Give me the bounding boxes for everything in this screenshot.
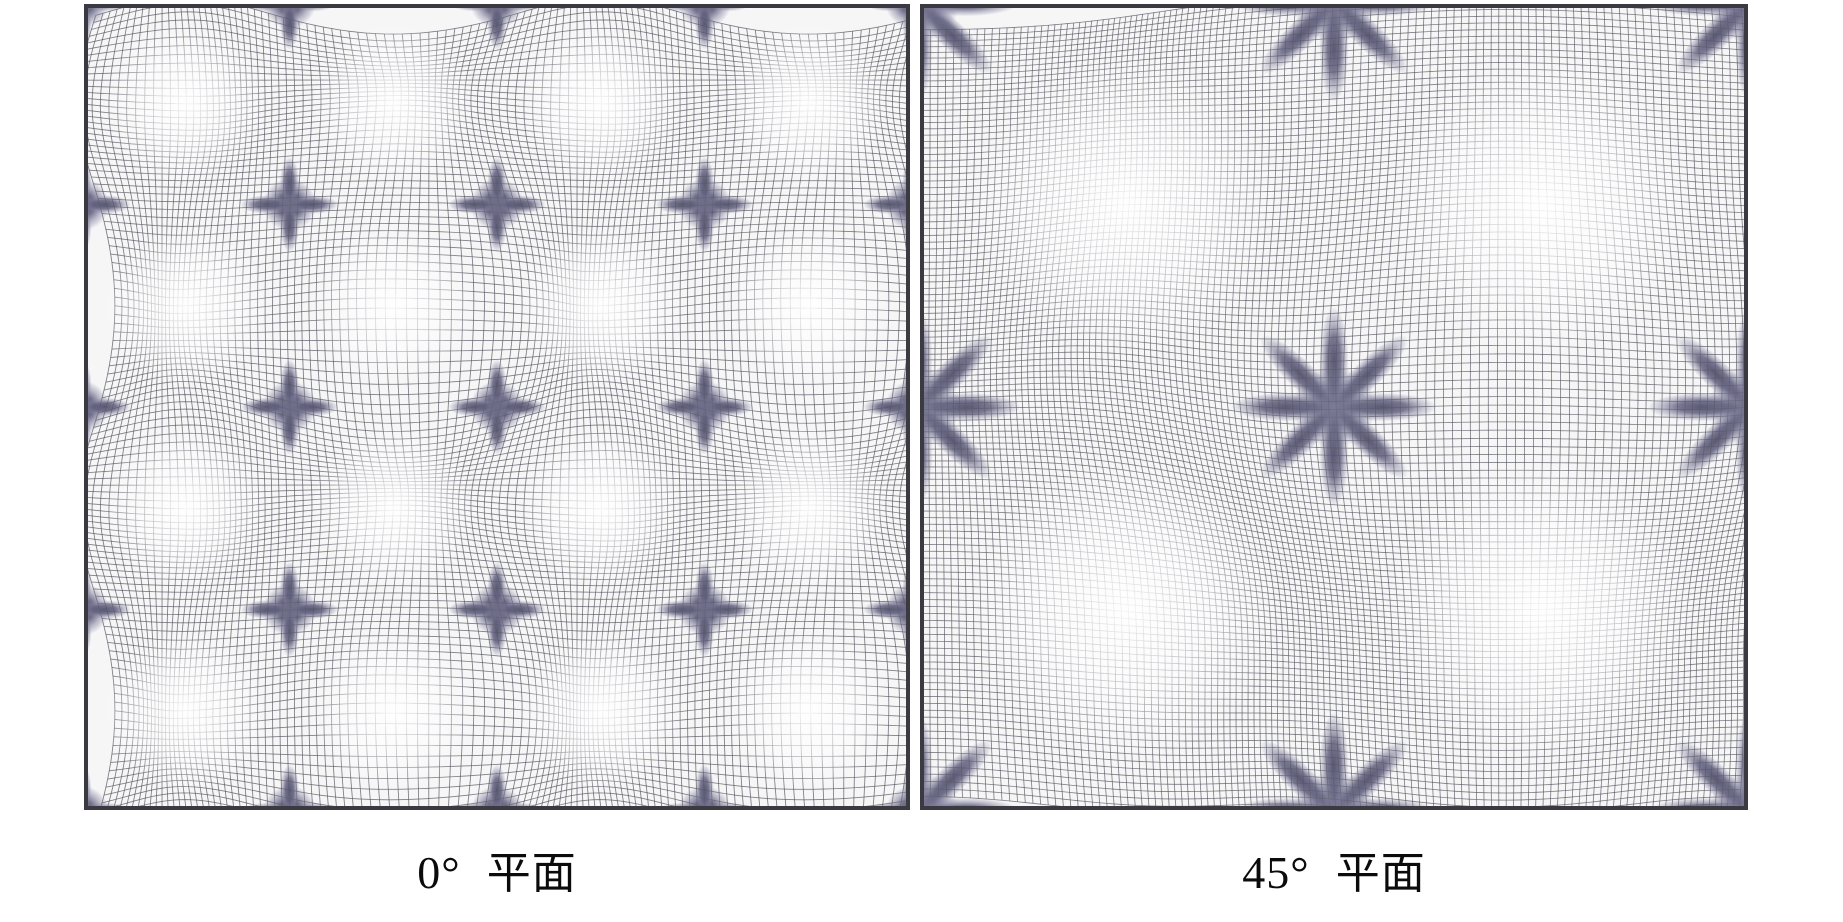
- mesh-plane-45: [924, 8, 1744, 806]
- panel-plane-0[interactable]: [84, 4, 910, 810]
- caption-plane-0: 0° 平面: [84, 828, 910, 919]
- panel-plane-0-inner: [88, 8, 906, 806]
- caption-plane-45-angle: 45°: [1242, 847, 1310, 898]
- caption-plane-0-label: 平面: [486, 848, 577, 899]
- concentration-nodes-overlay: [88, 8, 906, 806]
- mesh-plane-0: [88, 8, 906, 806]
- cell-highlights: [102, 22, 892, 792]
- panel-plane-45[interactable]: [920, 4, 1748, 810]
- caption-plane-45: 45° 平面: [920, 828, 1748, 919]
- caption-plane-0-angle: 0°: [417, 847, 461, 898]
- cell-highlights: [972, 54, 1696, 760]
- caption-row: 0° 平面 45° 平面: [0, 812, 1843, 922]
- panel-plane-45-inner: [924, 8, 1744, 806]
- concentration-nodes-overlay: [924, 8, 1744, 806]
- caption-plane-45-label: 平面: [1335, 848, 1426, 899]
- panels-container: [84, 4, 1748, 810]
